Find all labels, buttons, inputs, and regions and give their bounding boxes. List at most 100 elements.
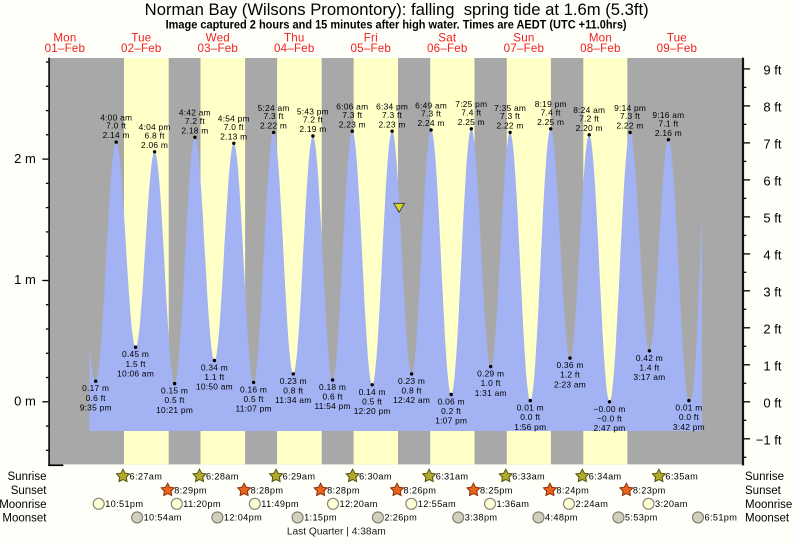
svg-text:6:29am: 6:29am [283,471,316,481]
svg-text:2.14 m: 2.14 m [103,130,130,140]
svg-text:4 ft: 4 ft [763,248,781,263]
svg-text:4:00 am: 4:00 am [100,113,132,123]
svg-text:0.36 m: 0.36 m [556,360,583,370]
svg-text:2.24 m: 2.24 m [418,118,445,128]
svg-text:3:42 pm: 3:42 pm [673,422,705,432]
svg-text:0 m: 0 m [14,394,36,409]
svg-text:0.0 ft: 0.0 ft [520,412,541,422]
svg-text:3 ft: 3 ft [763,284,781,299]
svg-text:9:35 pm: 9:35 pm [80,402,112,412]
svg-text:8:26pm: 8:26pm [404,485,437,495]
svg-text:2.06 m: 2.06 m [141,140,168,150]
svg-text:6:06 am: 6:06 am [336,102,368,112]
svg-text:8:23pm: 8:23pm [633,485,666,495]
svg-text:−0.0 ft: −0.0 ft [597,413,623,423]
svg-text:0.8 ft: 0.8 ft [283,386,304,396]
svg-text:7:25 pm: 7:25 pm [455,99,487,109]
svg-text:10:50 am: 10:50 am [196,382,233,392]
svg-text:Sunset: Sunset [11,485,48,497]
svg-text:−1 ft: −1 ft [756,432,782,447]
svg-text:0.42 m: 0.42 m [636,353,663,363]
svg-text:1 m: 1 m [14,272,36,287]
svg-text:4:48pm: 4:48pm [545,513,578,523]
svg-text:11:49pm: 11:49pm [261,499,299,509]
svg-text:0.2 ft: 0.2 ft [441,406,462,416]
svg-text:5:53pm: 5:53pm [625,513,658,523]
svg-text:0.23 m: 0.23 m [280,376,307,386]
svg-text:7.0 ft: 7.0 ft [106,121,127,131]
svg-text:7:35 am: 7:35 am [494,103,526,113]
svg-text:1.5 ft: 1.5 ft [126,359,147,369]
svg-text:7.3 ft: 7.3 ft [382,110,403,120]
svg-text:0.23 m: 0.23 m [398,376,425,386]
svg-text:2 m: 2 m [14,151,36,166]
svg-text:Mon: Mon [53,31,76,44]
svg-text:Last Quarter | 4:38am: Last Quarter | 4:38am [287,527,386,538]
svg-text:3:38pm: 3:38pm [465,513,498,523]
svg-text:2.22 m: 2.22 m [617,121,644,131]
svg-text:7.2 ft: 7.2 ft [185,116,206,126]
svg-text:6:31am: 6:31am [436,471,469,481]
svg-text:Wed: Wed [206,31,230,44]
svg-text:6:33am: 6:33am [512,471,545,481]
svg-text:7.3 ft: 7.3 ft [620,111,641,121]
svg-text:7.4 ft: 7.4 ft [461,107,482,117]
svg-text:0.14 m: 0.14 m [359,387,386,397]
svg-text:11:20pm: 11:20pm [183,499,221,509]
svg-text:1:56 pm: 1:56 pm [514,422,546,432]
svg-text:Thu: Thu [284,31,305,44]
svg-text:7.0 ft: 7.0 ft [224,122,245,132]
svg-text:1:36am: 1:36am [497,499,530,509]
svg-text:2.23 m: 2.23 m [379,119,406,129]
svg-text:0.45 m: 0.45 m [122,349,149,359]
svg-text:0.0 ft: 0.0 ft [679,412,700,422]
svg-text:2.22 m: 2.22 m [497,121,524,131]
svg-text:1:31 am: 1:31 am [475,388,507,398]
svg-text:2:47 pm: 2:47 pm [593,423,625,433]
svg-text:07–Feb: 07–Feb [504,42,545,55]
svg-text:0 ft: 0 ft [763,395,781,410]
svg-text:9:16 am: 9:16 am [652,110,684,120]
svg-text:1.0 ft: 1.0 ft [481,378,502,388]
svg-text:10:21 pm: 10:21 pm [156,405,193,415]
svg-text:12:42 am: 12:42 am [393,395,430,405]
svg-text:0.34 m: 0.34 m [201,363,228,373]
svg-text:8:19 pm: 8:19 pm [535,99,567,109]
svg-text:2.20 m: 2.20 m [576,123,603,133]
svg-text:6:28am: 6:28am [206,471,239,481]
svg-text:Moonset: Moonset [2,513,47,525]
svg-text:6.8 ft: 6.8 ft [145,130,166,140]
svg-text:Norman Bay (Wilsons Promontory: Norman Bay (Wilsons Promontory): falling… [145,1,649,19]
svg-text:Fri: Fri [364,31,378,44]
svg-text:6:51pm: 6:51pm [705,513,738,523]
svg-text:0.5 ft: 0.5 ft [165,395,186,405]
svg-text:1:15pm: 1:15pm [304,513,337,523]
svg-text:8:28pm: 8:28pm [251,485,284,495]
svg-text:04–Feb: 04–Feb [274,42,315,55]
svg-text:4:54 pm: 4:54 pm [218,114,250,124]
svg-text:Tue: Tue [667,31,687,44]
svg-text:06–Feb: 06–Feb [427,42,468,55]
svg-text:−0.00 m: −0.00 m [593,404,625,414]
svg-text:09–Feb: 09–Feb [657,42,698,55]
svg-text:01–Feb: 01–Feb [45,42,86,55]
svg-text:11:07 pm: 11:07 pm [235,404,271,414]
svg-text:2.13 m: 2.13 m [220,131,247,141]
svg-text:2.23 m: 2.23 m [339,119,366,129]
svg-text:7.3 ft: 7.3 ft [264,111,285,121]
svg-text:12:04pm: 12:04pm [224,513,262,523]
svg-text:Tue: Tue [131,31,151,44]
svg-text:5 ft: 5 ft [763,211,781,226]
svg-text:5:24 am: 5:24 am [258,103,290,113]
svg-text:9 ft: 9 ft [763,63,781,78]
svg-text:6:34am: 6:34am [589,471,622,481]
svg-text:Sunrise: Sunrise [8,471,47,483]
svg-text:6:34 pm: 6:34 pm [376,102,408,112]
svg-text:12:55am: 12:55am [418,499,456,509]
svg-text:8:28pm: 8:28pm [327,485,360,495]
svg-text:1.2 ft: 1.2 ft [560,370,581,380]
svg-text:1.4 ft: 1.4 ft [639,362,660,372]
svg-text:7.3 ft: 7.3 ft [500,111,521,121]
svg-text:6 ft: 6 ft [763,174,781,189]
svg-text:8 ft: 8 ft [763,100,781,115]
